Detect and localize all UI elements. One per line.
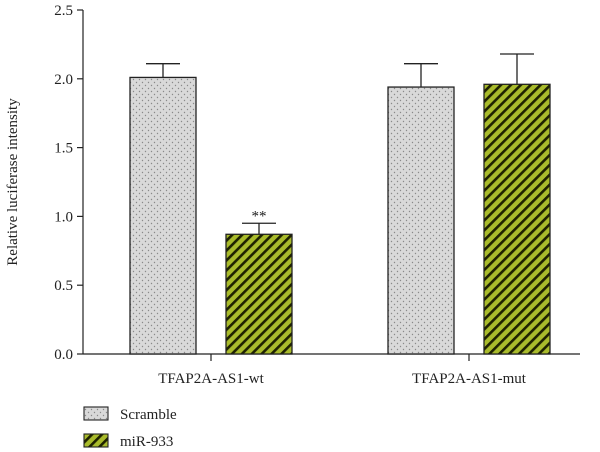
legend-swatch <box>83 433 109 448</box>
y-tick-label: 2.5 <box>54 3 73 19</box>
legend-swatch <box>83 406 109 421</box>
y-tick-label: 1.5 <box>54 141 73 157</box>
bars: ** <box>129 53 551 355</box>
y-tick-label: 2.0 <box>54 72 73 88</box>
legend-label: miR-933 <box>120 434 173 450</box>
bar-dots <box>129 76 197 355</box>
legend: Scramble miR-933 <box>83 406 177 450</box>
x-tick-label: TFAP2A-AS1-wt <box>158 371 264 387</box>
y-tick-label: 1.0 <box>54 209 73 225</box>
bar-stripes <box>225 233 293 355</box>
bar-stripes <box>483 83 551 355</box>
y-tick-label: 0.5 <box>54 278 73 294</box>
x-tick-label: TFAP2A-AS1-mut <box>412 371 527 387</box>
significance-label: ** <box>252 208 267 224</box>
bar-dots <box>387 86 455 355</box>
y-tick-label: 0.0 <box>54 347 73 363</box>
legend-label: Scramble <box>120 407 177 423</box>
axes: 0.0 0.5 1.0 1.5 2.0 2.5 Relative luciferase in… <box>5 3 580 387</box>
y-axis-label: Relative luciferase intensity <box>5 98 21 266</box>
